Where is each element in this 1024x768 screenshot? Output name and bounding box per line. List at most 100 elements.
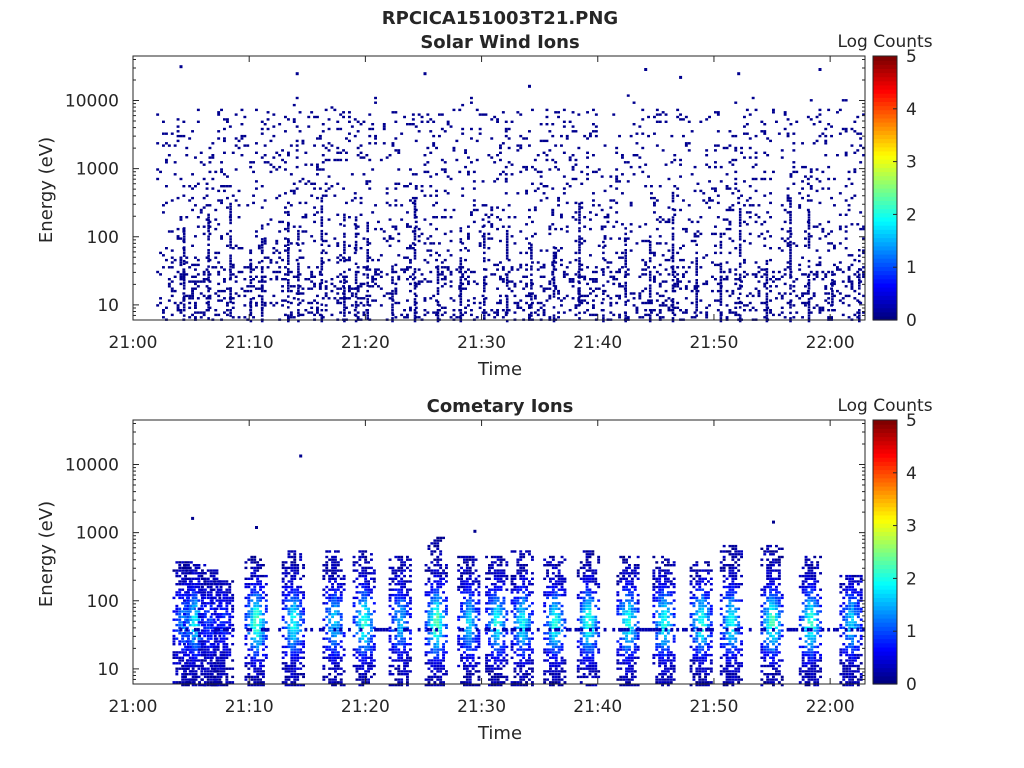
count-cell bbox=[606, 294, 610, 298]
count-cell bbox=[545, 154, 549, 157]
count-cell bbox=[429, 151, 433, 154]
count-cell bbox=[226, 196, 229, 200]
count-cell bbox=[197, 643, 201, 646]
streak-cell bbox=[287, 284, 290, 287]
count-cell bbox=[862, 275, 865, 278]
count-cell bbox=[394, 287, 398, 290]
count-cell bbox=[435, 311, 438, 314]
count-cell bbox=[711, 187, 714, 190]
count-cell bbox=[766, 137, 770, 140]
count-cell bbox=[379, 287, 383, 290]
count-cell bbox=[183, 653, 186, 657]
streak-cell bbox=[343, 259, 346, 263]
count-cell bbox=[226, 304, 229, 307]
count-cell bbox=[328, 610, 332, 613]
count-cell bbox=[577, 270, 581, 274]
streak-cell bbox=[719, 281, 723, 285]
count-cell bbox=[615, 151, 619, 154]
count-cell bbox=[249, 275, 253, 278]
count-cell bbox=[259, 583, 262, 586]
count-cell bbox=[225, 604, 229, 608]
count-cell bbox=[217, 270, 221, 274]
count-cell bbox=[352, 634, 356, 638]
count-cell bbox=[310, 280, 314, 283]
count-cell bbox=[217, 223, 221, 226]
count-cell bbox=[684, 285, 688, 288]
count-cell bbox=[374, 278, 377, 281]
count-cell bbox=[210, 613, 214, 616]
colorbar-swatch bbox=[873, 266, 897, 272]
count-cell bbox=[188, 297, 192, 300]
count-cell bbox=[336, 653, 340, 657]
count-cell bbox=[223, 280, 226, 283]
count-cell bbox=[560, 144, 563, 147]
count-cell bbox=[263, 144, 267, 147]
streak-cell bbox=[530, 243, 533, 246]
count-cell bbox=[548, 316, 552, 319]
streak-cell bbox=[648, 246, 652, 249]
count-cell bbox=[197, 610, 201, 613]
count-cell bbox=[655, 199, 659, 202]
count-cell bbox=[734, 278, 738, 281]
count-cell bbox=[609, 275, 613, 278]
count-cell bbox=[644, 263, 648, 267]
count-cell bbox=[461, 132, 465, 135]
count-cell bbox=[452, 299, 456, 302]
count-cell bbox=[313, 275, 316, 278]
count-cell bbox=[352, 618, 356, 621]
count-cell bbox=[203, 621, 207, 624]
count-cell bbox=[244, 634, 248, 638]
count-cell bbox=[769, 258, 772, 262]
count-cell bbox=[644, 313, 648, 317]
streak-cell bbox=[413, 202, 417, 206]
count-cell bbox=[679, 309, 682, 312]
count-cell bbox=[194, 656, 198, 659]
streak-cell bbox=[789, 229, 792, 233]
count-cell bbox=[745, 211, 749, 214]
count-cell bbox=[191, 294, 194, 298]
count-cell bbox=[594, 134, 598, 138]
colorbar-swatch bbox=[873, 200, 897, 206]
count-cell bbox=[281, 561, 285, 564]
count-cell bbox=[382, 127, 386, 131]
count-cell bbox=[206, 653, 210, 657]
count-cell bbox=[472, 280, 476, 283]
count-cell bbox=[801, 301, 804, 305]
count-cell bbox=[789, 299, 793, 302]
count-cell bbox=[519, 266, 523, 269]
count-cell bbox=[716, 282, 720, 286]
count-cell bbox=[307, 266, 311, 269]
count-cell bbox=[615, 187, 619, 190]
streak-cell bbox=[624, 243, 627, 246]
streak-cell bbox=[602, 246, 605, 249]
streak-cell bbox=[738, 235, 742, 238]
count-cell bbox=[299, 613, 303, 616]
streak-cell bbox=[207, 243, 210, 246]
count-cell bbox=[187, 683, 190, 687]
count-cell bbox=[225, 651, 229, 654]
streak-cell bbox=[789, 303, 792, 306]
count-cell bbox=[188, 618, 192, 621]
count-cell bbox=[336, 127, 340, 131]
count-cell bbox=[256, 632, 260, 635]
count-cell bbox=[262, 648, 265, 651]
count-cell bbox=[833, 309, 836, 312]
count-cell bbox=[253, 585, 257, 589]
streak-cell bbox=[343, 292, 346, 295]
count-cell bbox=[557, 316, 560, 319]
count-cell bbox=[609, 237, 613, 240]
count-cell bbox=[292, 120, 296, 123]
streak-cell bbox=[320, 221, 324, 225]
count-cell bbox=[293, 610, 297, 613]
streak-cell bbox=[765, 309, 769, 312]
count-cell bbox=[821, 278, 825, 281]
streak-cell bbox=[287, 259, 290, 263]
streak-cell bbox=[182, 251, 186, 255]
count-cell bbox=[175, 610, 179, 613]
streak-cell bbox=[366, 251, 369, 255]
count-cell bbox=[557, 289, 560, 293]
count-cell bbox=[247, 632, 251, 635]
count-cell bbox=[188, 593, 192, 597]
count-cell bbox=[205, 218, 209, 221]
streak-cell bbox=[366, 243, 369, 246]
